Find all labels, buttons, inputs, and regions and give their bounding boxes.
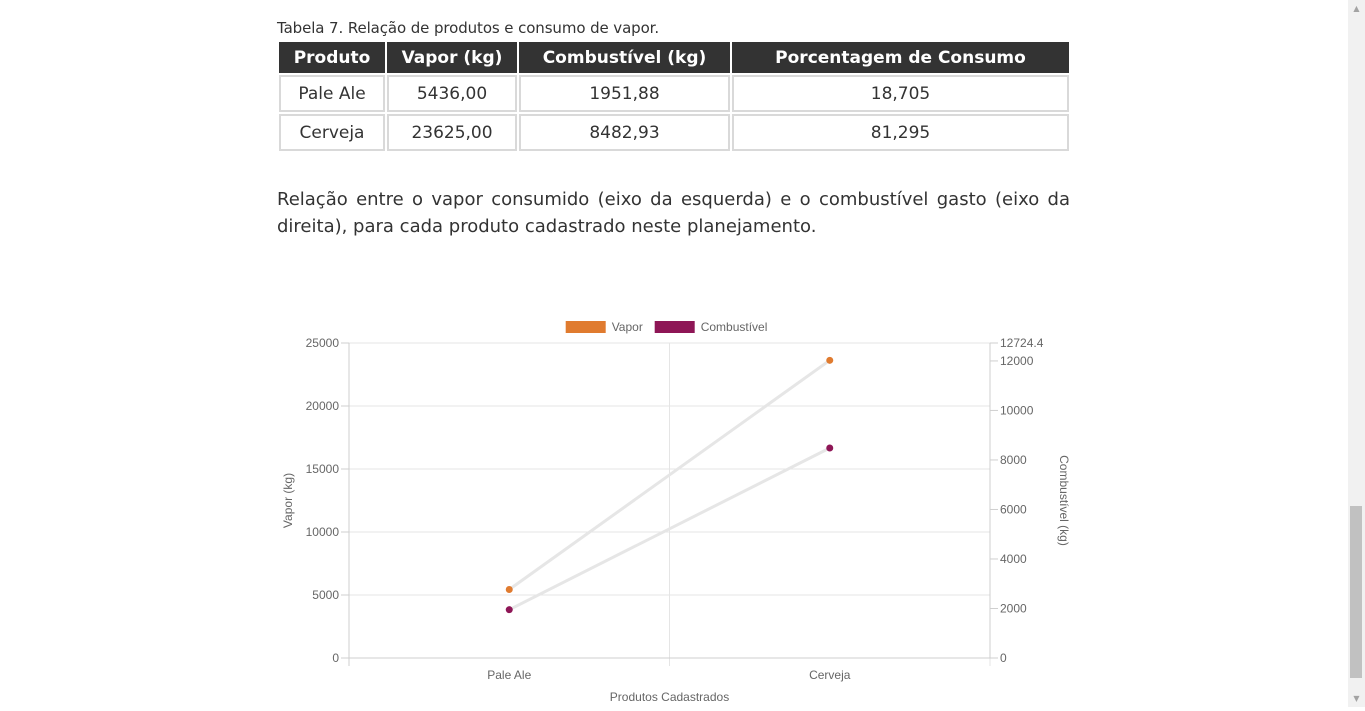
vertical-scrollbar[interactable]: ▲ ▼ xyxy=(1348,0,1365,707)
y2-tick-label: 12000 xyxy=(1000,354,1034,368)
cell-vapor: 23625,00 xyxy=(387,114,517,151)
scroll-down-arrow-icon[interactable]: ▼ xyxy=(1353,694,1360,703)
y-tick-label: 10000 xyxy=(306,525,340,539)
data-point xyxy=(826,356,834,364)
header-combustivel: Combustível (kg) xyxy=(519,42,730,73)
x-axis-title: Produtos Cadastrados xyxy=(610,690,729,704)
y2-tick-label: 4000 xyxy=(1000,552,1027,566)
legend-swatch-1 xyxy=(654,321,695,333)
y2-tick-label: 2000 xyxy=(1000,601,1027,615)
data-point xyxy=(505,586,513,594)
chart-svg: 0 5000 10000 15000 20000 25000 0 2000 4000 6000 80… xyxy=(281,320,1071,704)
y2-tick-label: 8000 xyxy=(1000,453,1027,467)
legend-label: Vapor xyxy=(612,320,643,334)
cell-combustivel: 1951,88 xyxy=(519,75,730,112)
steam-fuel-chart: 0 5000 10000 15000 20000 25000 0 2000 4000 6000 80… xyxy=(277,310,1077,711)
y-axis-title: Vapor (kg) xyxy=(281,473,295,528)
cell-produto: Cerveja xyxy=(279,114,385,151)
table-caption: Tabela 7. Relação de produtos e consumo … xyxy=(277,19,660,37)
cell-combustivel: 8482,93 xyxy=(519,114,730,151)
steam-consumption-table: Produto Vapor (kg) Combustível (kg) Porc… xyxy=(277,40,1071,153)
table-header-row: Produto Vapor (kg) Combustível (kg) Porc… xyxy=(279,42,1069,73)
header-produto: Produto xyxy=(279,42,385,73)
cell-produto: Pale Ale xyxy=(279,75,385,112)
series-line-1 xyxy=(508,446,831,612)
y-tick-label: 25000 xyxy=(306,336,340,350)
y-tick-label: 15000 xyxy=(306,462,340,476)
y2-tick-label: 12724.4 xyxy=(1000,336,1044,350)
table-row: Cerveja 23625,00 8482,93 81,295 xyxy=(279,114,1069,151)
legend-swatch-0 xyxy=(565,321,606,333)
x-tick-label: Cerveja xyxy=(809,668,851,682)
header-porcentagem: Porcentagem de Consumo xyxy=(732,42,1069,73)
data-point xyxy=(826,444,834,452)
chart-description: Relação entre o vapor consumido (eixo da… xyxy=(277,189,1070,237)
y-tick-label: 5000 xyxy=(312,588,339,602)
legend-label: Combustível xyxy=(701,320,768,334)
data-point xyxy=(505,606,513,614)
y2-tick-label: 6000 xyxy=(1000,502,1027,516)
cell-porcentagem: 18,705 xyxy=(732,75,1069,112)
cell-vapor: 5436,00 xyxy=(387,75,517,112)
y-tick-label: 0 xyxy=(332,651,339,665)
y2-tick-label: 10000 xyxy=(1000,403,1034,417)
header-vapor: Vapor (kg) xyxy=(387,42,517,73)
y-tick-label: 20000 xyxy=(306,399,340,413)
series-line-0 xyxy=(508,359,831,591)
scrollbar-thumb[interactable] xyxy=(1350,506,1362,678)
x-tick-label: Pale Ale xyxy=(487,668,531,682)
table-row: Pale Ale 5436,00 1951,88 18,705 xyxy=(279,75,1069,112)
cell-porcentagem: 81,295 xyxy=(732,114,1069,151)
scroll-up-arrow-icon[interactable]: ▲ xyxy=(1353,4,1360,13)
y2-axis-title: Combustível (kg) xyxy=(1057,455,1071,546)
y2-tick-label: 0 xyxy=(1000,651,1007,665)
